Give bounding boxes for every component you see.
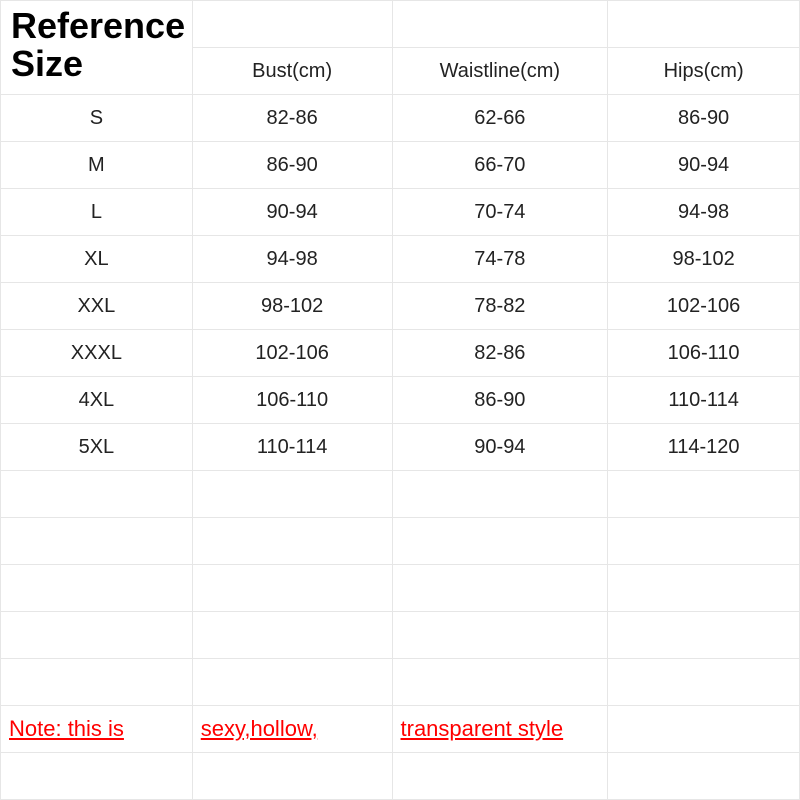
note-part-2: sexy,hollow, bbox=[192, 706, 392, 753]
spreadsheet-sheet: Reference Size Bust(cm) Waistline(cm) Hi… bbox=[0, 0, 800, 800]
size-label: 4XL bbox=[1, 377, 193, 424]
table-row: 5XL 110-114 90-94 114-120 bbox=[1, 424, 800, 471]
bust-value: 110-114 bbox=[192, 424, 392, 471]
bust-value: 98-102 bbox=[192, 283, 392, 330]
waist-value: 66-70 bbox=[392, 142, 608, 189]
size-label: XL bbox=[1, 236, 193, 283]
waist-value: 90-94 bbox=[392, 424, 608, 471]
column-header-waist: Waistline(cm) bbox=[392, 48, 608, 95]
table-row: XXXL 102-106 82-86 106-110 bbox=[1, 330, 800, 377]
table-row: M 86-90 66-70 90-94 bbox=[1, 142, 800, 189]
bust-value: 94-98 bbox=[192, 236, 392, 283]
hips-value: 110-114 bbox=[608, 377, 800, 424]
column-header-hips: Hips(cm) bbox=[608, 48, 800, 95]
waist-value: 78-82 bbox=[392, 283, 608, 330]
waist-value: 70-74 bbox=[392, 189, 608, 236]
size-label: L bbox=[1, 189, 193, 236]
note-part-3: transparent style bbox=[392, 706, 608, 753]
size-label: XXL bbox=[1, 283, 193, 330]
table-row: XXL 98-102 78-82 102-106 bbox=[1, 283, 800, 330]
bust-value: 106-110 bbox=[192, 377, 392, 424]
hips-value: 106-110 bbox=[608, 330, 800, 377]
table-row: S 82-86 62-66 86-90 bbox=[1, 95, 800, 142]
hips-value: 94-98 bbox=[608, 189, 800, 236]
table-row: XL 94-98 74-78 98-102 bbox=[1, 236, 800, 283]
waist-value: 62-66 bbox=[392, 95, 608, 142]
size-label: XXXL bbox=[1, 330, 193, 377]
title-cell: Reference Size bbox=[1, 1, 193, 95]
waist-value: 86-90 bbox=[392, 377, 608, 424]
note-part-1: Note: this is bbox=[1, 706, 193, 753]
table-row: L 90-94 70-74 94-98 bbox=[1, 189, 800, 236]
size-label: S bbox=[1, 95, 193, 142]
column-header-bust: Bust(cm) bbox=[192, 48, 392, 95]
size-label: M bbox=[1, 142, 193, 189]
waist-value: 82-86 bbox=[392, 330, 608, 377]
hips-value: 102-106 bbox=[608, 283, 800, 330]
hips-value: 98-102 bbox=[608, 236, 800, 283]
title-line-2: Size bbox=[11, 45, 192, 83]
size-table: Reference Size Bust(cm) Waistline(cm) Hi… bbox=[0, 0, 800, 800]
bust-value: 102-106 bbox=[192, 330, 392, 377]
table-row: 4XL 106-110 86-90 110-114 bbox=[1, 377, 800, 424]
size-label: 5XL bbox=[1, 424, 193, 471]
note-row: Note: this is sexy,hollow, transparent s… bbox=[1, 706, 800, 753]
hips-value: 114-120 bbox=[608, 424, 800, 471]
title-line-1: Reference bbox=[11, 7, 192, 45]
waist-value: 74-78 bbox=[392, 236, 608, 283]
bust-value: 82-86 bbox=[192, 95, 392, 142]
hips-value: 90-94 bbox=[608, 142, 800, 189]
bust-value: 90-94 bbox=[192, 189, 392, 236]
bust-value: 86-90 bbox=[192, 142, 392, 189]
hips-value: 86-90 bbox=[608, 95, 800, 142]
